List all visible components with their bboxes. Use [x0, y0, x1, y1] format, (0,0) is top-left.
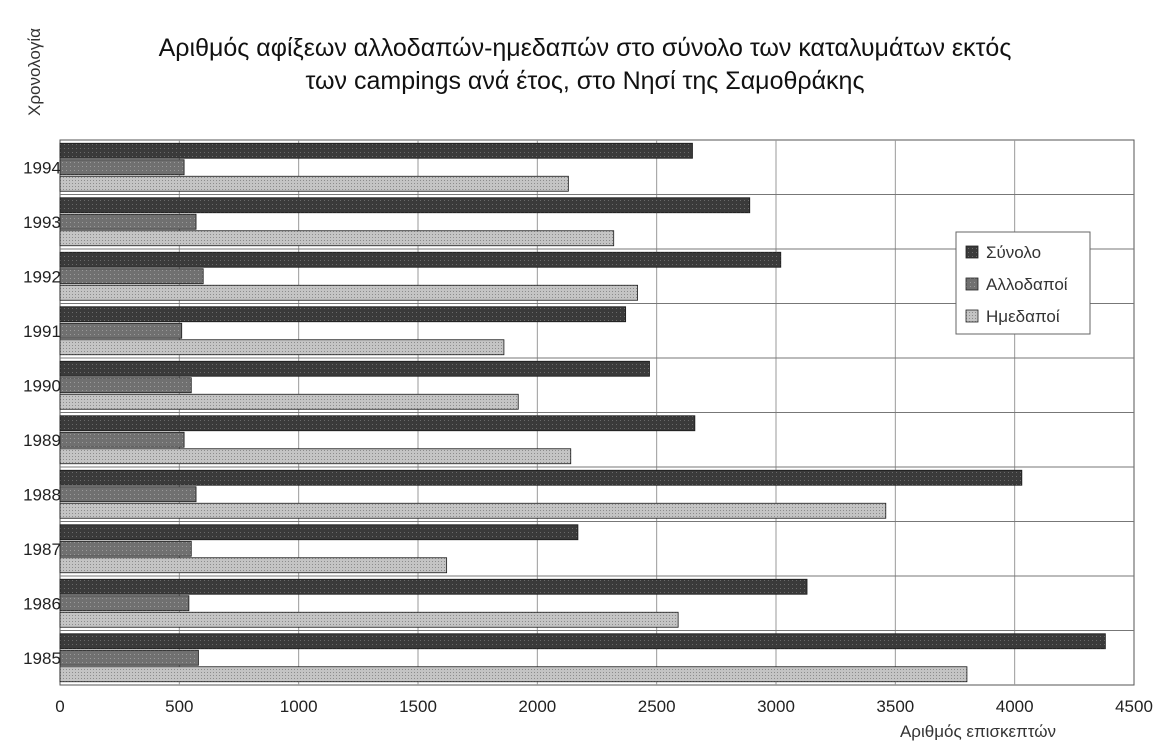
- legend-label-foreign: Αλλοδαποί: [986, 275, 1068, 294]
- bar-total-1994: [59, 142, 693, 159]
- bar-domestic-1989: [59, 448, 572, 465]
- bar-domestic-1987: [59, 557, 448, 574]
- legend-swatch-total: [965, 245, 979, 259]
- bar-total-1986: [59, 578, 808, 595]
- x-tick-label: 2500: [638, 697, 676, 716]
- bar-foreign-1990: [59, 377, 192, 394]
- y-tick-label: 1990: [23, 376, 61, 395]
- x-tick-label: 500: [165, 697, 193, 716]
- y-tick-labels: 1994 1993 1992 1991 1990 1989 1988 1987 1986 1985: [23, 158, 61, 668]
- x-tick-label: 3500: [876, 697, 914, 716]
- y-tick-label: 1992: [23, 267, 61, 286]
- bar-foreign-1986: [59, 595, 190, 612]
- bar-domestic-1986: [59, 611, 679, 628]
- bar-foreign-1991: [59, 322, 183, 339]
- bar-total-1992: [59, 251, 782, 268]
- bar-foreign-1985: [59, 649, 199, 666]
- y-tick-label: 1991: [23, 322, 61, 341]
- y-tick-label: 1987: [23, 540, 61, 559]
- x-tick-label: 0: [55, 697, 64, 716]
- bar-domestic-1988: [59, 502, 887, 519]
- legend: Σύνολο Αλλοδαποί Ημεδαποί: [955, 231, 1091, 335]
- x-tick-label: 1000: [280, 697, 318, 716]
- x-tick-labels: 0 500 1000 1500 2000 2500 3000 3500 4000 4500: [55, 697, 1153, 716]
- x-tick-label: 4000: [996, 697, 1034, 716]
- bar-domestic-1993: [59, 230, 615, 247]
- y-tick-label: 1989: [23, 431, 61, 450]
- legend-swatch-foreign: [965, 277, 979, 291]
- bar-foreign-1988: [59, 486, 197, 503]
- x-tick-label: 2000: [518, 697, 556, 716]
- legend-swatch-domestic: [965, 309, 979, 323]
- x-axis-label: Αριθμός επισκεπτών: [900, 722, 1056, 741]
- bar-total-1987: [59, 524, 579, 541]
- y-tick-label: 1993: [23, 213, 61, 232]
- bar-foreign-1992: [59, 268, 204, 285]
- legend-label-total: Σύνολο: [986, 243, 1041, 262]
- legend-label-domestic: Ημεδαποί: [986, 307, 1060, 326]
- y-tick-label: 1988: [23, 485, 61, 504]
- bar-domestic-1991: [59, 339, 505, 356]
- bar-domestic-1992: [59, 284, 638, 301]
- bar-total-1990: [59, 360, 650, 377]
- bar-total-1989: [59, 415, 696, 432]
- x-tick-label: 4500: [1115, 697, 1153, 716]
- bars-group: [59, 142, 1106, 683]
- bar-domestic-1985: [59, 666, 968, 683]
- bar-foreign-1993: [59, 213, 197, 230]
- x-tick-label: 1500: [399, 697, 437, 716]
- bar-total-1991: [59, 306, 627, 323]
- y-tick-label: 1986: [23, 594, 61, 613]
- bar-total-1985: [59, 633, 1106, 650]
- y-axis-label: Χρονολογία: [25, 28, 44, 116]
- bar-foreign-1987: [59, 540, 192, 557]
- x-tick-label: 3000: [757, 697, 795, 716]
- chart-title-line-2: των campings ανά έτος, στο Νησί της Σαμο…: [306, 67, 865, 95]
- y-tick-label: 1994: [23, 158, 61, 177]
- y-tick-label: 1985: [23, 649, 61, 668]
- chart-title-line-1: Αριθμός αφίξεων αλλοδαπών-ημεδαπών στο σ…: [159, 34, 1012, 62]
- bar-domestic-1994: [59, 175, 569, 192]
- bar-foreign-1989: [59, 431, 185, 448]
- bar-foreign-1994: [59, 159, 185, 176]
- bar-domestic-1990: [59, 393, 519, 410]
- bar-total-1988: [59, 469, 1023, 486]
- bar-total-1993: [59, 197, 751, 214]
